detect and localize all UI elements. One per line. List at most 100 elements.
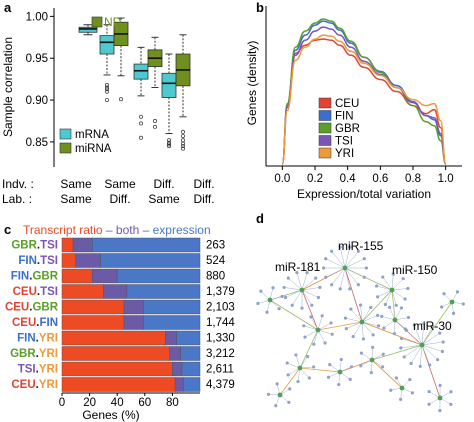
network-target-node [296, 379, 300, 384]
network-mirna-node [437, 395, 443, 401]
bar-segment-transcript-ratio [61, 284, 104, 299]
network-spoke [344, 267, 359, 285]
network-label-mir-155: miR-155 [338, 239, 384, 253]
bar-segment-transcript-ratio [61, 330, 166, 346]
network-target-node [290, 303, 294, 307]
bar-category-label: GBR.YRI [10, 348, 58, 360]
network-spoke [421, 341, 444, 346]
network-mirna-node [399, 385, 405, 391]
network-target-node [320, 314, 324, 318]
network-target-node [288, 387, 292, 391]
bar-count-label: 2,103 [206, 302, 235, 314]
network-target-node [287, 400, 291, 404]
network-spoke [317, 322, 332, 331]
group-lab-label: Diff. [193, 192, 214, 206]
network-target-node [380, 314, 384, 318]
network-edge [421, 344, 441, 399]
network-target-node [328, 363, 332, 367]
network-target-node [371, 345, 375, 350]
group-indv-label: Diff. [193, 177, 214, 191]
network-spoke [301, 287, 320, 291]
mirna-box [113, 17, 129, 102]
network-spoke [421, 344, 443, 352]
bar-row: TSI.YRI 2,611 [18, 361, 234, 377]
box-outlier [139, 121, 143, 126]
group-lab-label: Diff. [109, 192, 130, 206]
network-edge [301, 289, 319, 331]
panel-a-boxes [78, 16, 191, 151]
network-target-node [418, 364, 422, 368]
panel-c-xtick-label: 0 [59, 397, 65, 409]
network-target-node [330, 249, 334, 253]
bar-segment-expression [183, 377, 201, 392]
box-outlier [181, 138, 185, 143]
network-target-node [438, 408, 442, 413]
category-dot: . [37, 240, 40, 252]
network-target-node [338, 245, 342, 249]
network-target-node [277, 307, 281, 311]
network-target-node [344, 326, 348, 331]
network-target-node [376, 324, 381, 328]
panel-b-axes: 0.0 0.2 0.4 0.6 0.8 1.0 [265, 6, 462, 185]
group-lab-label: Same [148, 192, 180, 206]
category-pop-b: YRI [39, 364, 58, 376]
network-spoke [400, 344, 423, 349]
panel-c-stacked-bars: c Transcript ratio – both – expression G… [4, 222, 235, 422]
network-target-node [428, 363, 432, 367]
bar-category-label: CEU.FIN [12, 317, 58, 329]
density-line-yri [281, 34, 447, 165]
bar-count-label: 1,744 [206, 317, 235, 329]
network-target-node [380, 365, 385, 369]
network-edge [317, 321, 363, 331]
network-target-node [422, 322, 426, 326]
legend-label-fin: FIN [335, 111, 354, 123]
network-edge [344, 267, 363, 323]
network-target-node [412, 323, 416, 327]
network-label-mir-181: miR-181 [275, 260, 321, 274]
network-spoke [284, 287, 303, 291]
network-spoke [361, 321, 379, 327]
mirna-box [147, 36, 163, 129]
network-spoke [325, 258, 346, 269]
bar-row: GBR.TSI 263 [11, 237, 225, 253]
category-pop-a: CEU [5, 302, 29, 314]
category-dot: . [37, 255, 40, 267]
legend-label-ceu: CEU [335, 98, 359, 110]
network-target-node [449, 402, 453, 406]
network-target-node [369, 305, 373, 310]
panel-a-ytick-label: 0.95 [26, 53, 48, 65]
network-target-node [295, 271, 299, 275]
network-label-mir-150: miR-150 [392, 263, 438, 277]
network-target-node [441, 340, 445, 344]
bar-segment-expression [126, 284, 201, 299]
category-dot: . [36, 379, 39, 391]
network-target-node [294, 353, 298, 357]
mrna-box [133, 46, 149, 140]
network-target-node [343, 316, 348, 320]
bar-category-label: CEU.YRI [11, 379, 58, 391]
bar-count-label: 4,379 [206, 379, 235, 391]
legend-swatch-ceu [318, 97, 332, 109]
network-mirna-node [359, 319, 365, 325]
network-target-node [364, 266, 368, 270]
network-target-node [356, 249, 360, 253]
category-dot: . [36, 333, 39, 345]
network-spoke [331, 267, 346, 285]
bar-segment-transcript-ratio [61, 253, 77, 268]
bar-segment-both [72, 237, 93, 253]
network-spoke [310, 316, 319, 331]
network-target-node [438, 383, 442, 388]
network-target-node [440, 305, 444, 309]
network-spoke [385, 289, 393, 305]
network-spoke [350, 308, 363, 323]
mirna-target-network [256, 245, 465, 413]
network-spoke [361, 321, 364, 339]
bar-segment-both [169, 346, 181, 361]
network-target-node [312, 365, 316, 369]
category-pop-a: CEU [11, 379, 35, 391]
network-edge [299, 329, 319, 369]
network-spoke [301, 277, 316, 291]
bar-count-label: 263 [206, 240, 225, 252]
network-spoke [377, 289, 393, 298]
